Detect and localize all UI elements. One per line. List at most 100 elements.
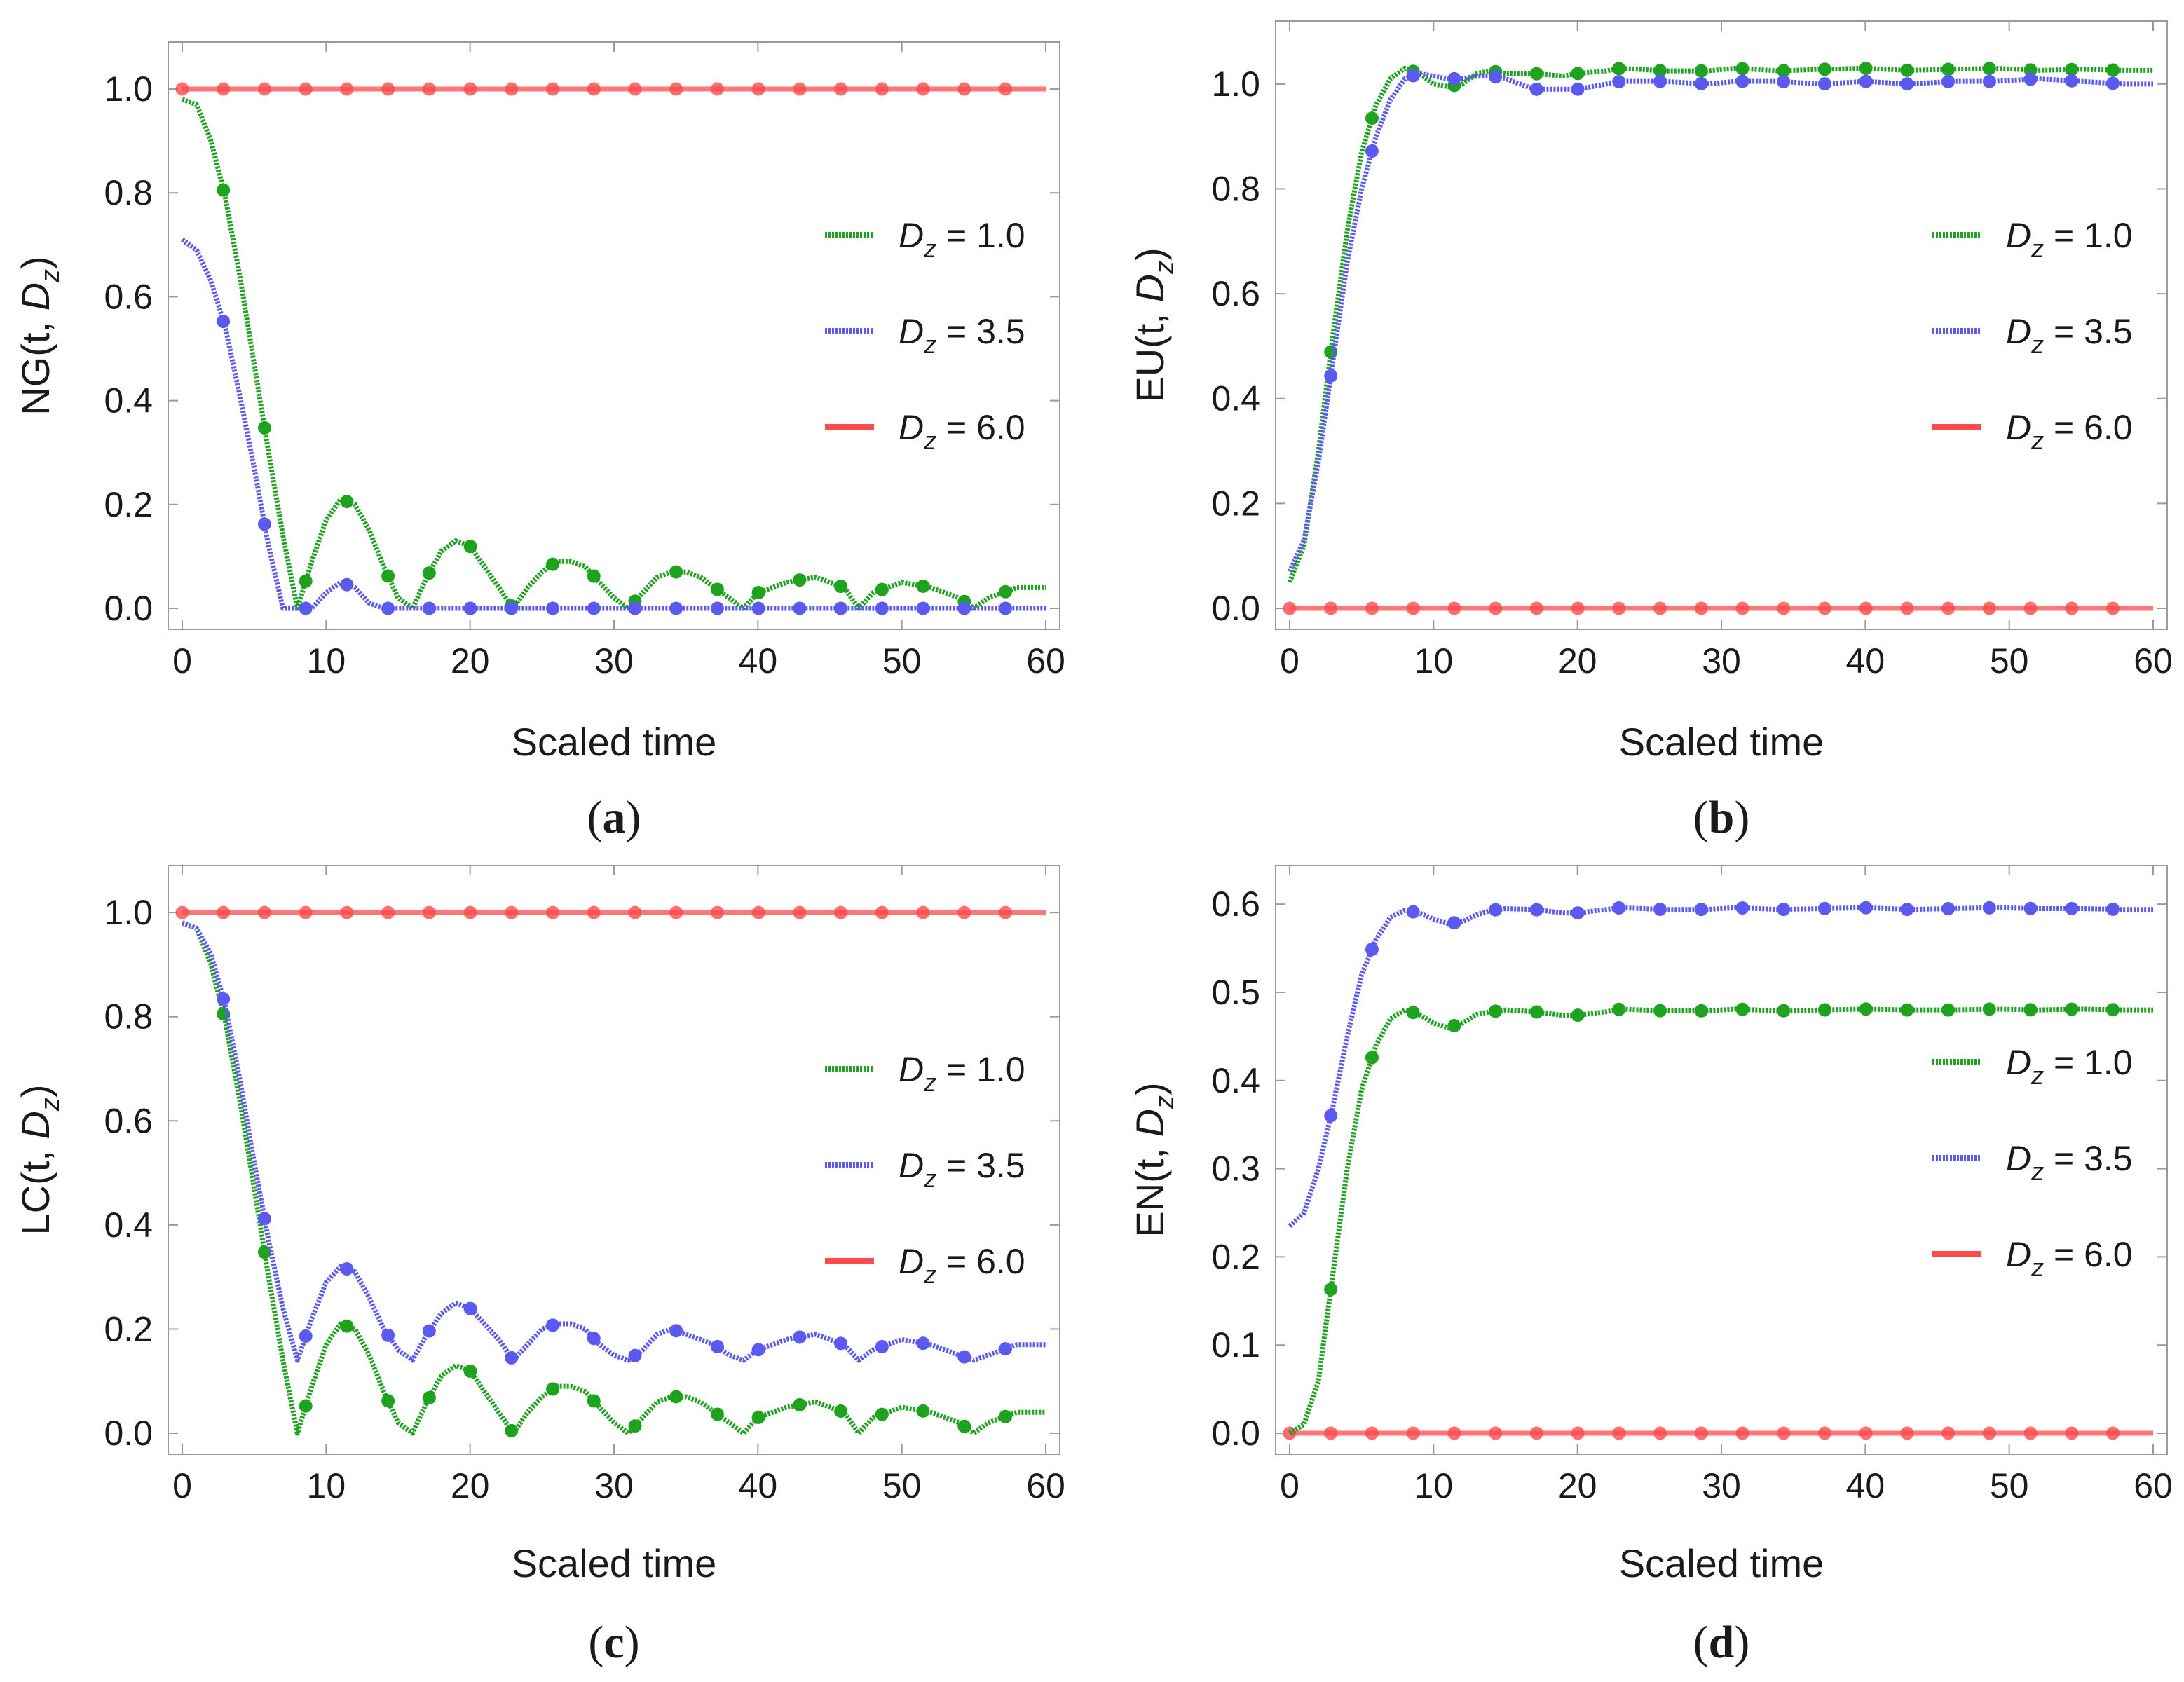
y-tick-label: 0.2 — [1211, 484, 1260, 523]
y-tick-label: 0.6 — [104, 277, 153, 316]
data-point — [422, 566, 436, 580]
data-point — [751, 1410, 765, 1424]
data-point — [463, 82, 477, 96]
data-point — [2023, 72, 2038, 86]
data-point — [1817, 601, 1831, 615]
data-point — [1900, 601, 1914, 615]
data-point — [1694, 76, 1708, 90]
series-line-1 — [1287, 65, 2153, 583]
data-point — [916, 905, 930, 919]
data-point — [505, 1351, 519, 1365]
data-point — [1489, 70, 1503, 84]
data-point — [1653, 1426, 1667, 1440]
data-point — [422, 82, 436, 96]
data-point — [957, 905, 971, 919]
data-point — [999, 584, 1013, 599]
data-point — [999, 905, 1013, 919]
y-tick-label: 0.4 — [104, 1205, 153, 1245]
data-point — [1982, 601, 1996, 615]
data-point — [257, 1212, 271, 1226]
data-point — [1653, 902, 1667, 916]
data-point — [1489, 1004, 1503, 1018]
data-point — [751, 82, 765, 96]
data-point — [669, 905, 683, 919]
legend-label: Dz = 6.0 — [899, 408, 1025, 455]
y-tick-label: 0.2 — [1211, 1237, 1260, 1276]
y-tick-label: 0.4 — [104, 381, 153, 420]
x-tick-label: 60 — [1026, 641, 1065, 681]
data-point — [1406, 1006, 1420, 1020]
data-point — [1694, 903, 1708, 917]
data-point — [1941, 74, 1956, 88]
data-point — [1571, 1426, 1585, 1440]
data-point — [587, 601, 601, 615]
chart-panel-1: 0 10 20 30 40 50 60 0.0 0.2 0.4 0.6 0.8 1.0 Scaled ti… — [13, 41, 1065, 843]
data-point — [710, 582, 724, 596]
data-point — [1777, 64, 1791, 78]
series-line-2 — [180, 238, 1046, 611]
data-point — [669, 82, 683, 96]
data-point — [463, 905, 477, 919]
data-point — [875, 1407, 889, 1421]
data-point — [299, 905, 313, 919]
data-point — [505, 82, 519, 96]
y-tick-label: 1.0 — [1211, 64, 1260, 104]
y-tick-label: 0.8 — [104, 997, 153, 1037]
data-point — [463, 540, 477, 554]
data-point — [1859, 601, 1873, 615]
data-point — [1982, 62, 1996, 76]
x-tick-label: 20 — [451, 641, 490, 681]
data-point — [1653, 601, 1667, 615]
data-point — [1941, 62, 1956, 76]
data-point — [834, 580, 848, 594]
data-point — [1489, 903, 1503, 917]
data-point — [710, 1339, 724, 1353]
data-point — [340, 495, 354, 509]
plot-frame — [168, 865, 1060, 1455]
data-point — [957, 1419, 971, 1433]
data-point — [1612, 62, 1626, 76]
legend-label: Dz = 1.0 — [2006, 1043, 2133, 1090]
legend-label: Dz = 6.0 — [2006, 408, 2133, 455]
data-point — [2106, 902, 2120, 916]
data-point — [1777, 903, 1791, 917]
data-point — [1324, 1283, 1338, 1297]
data-point — [1777, 1004, 1791, 1018]
data-point — [628, 905, 642, 919]
data-point — [299, 601, 313, 615]
data-point — [587, 1332, 601, 1346]
y-tick-label: 0.4 — [1211, 379, 1260, 418]
legend-label: Dz = 1.0 — [899, 216, 1025, 263]
data-point — [957, 82, 971, 96]
x-tick-label: 40 — [739, 641, 778, 681]
data-point — [1817, 1426, 1831, 1440]
data-point — [299, 574, 313, 588]
data-point — [669, 601, 683, 615]
data-point — [463, 1301, 477, 1315]
data-point — [957, 601, 971, 615]
data-point — [463, 1364, 477, 1378]
data-point — [1694, 1426, 1708, 1440]
data-point — [422, 1324, 436, 1338]
y-tick-label: 0.1 — [1211, 1325, 1260, 1365]
data-point — [875, 82, 889, 96]
panel-label: (b) — [1693, 792, 1750, 843]
data-point — [875, 905, 889, 919]
data-point — [1735, 74, 1749, 88]
x-tick-label: 20 — [1558, 1466, 1597, 1505]
data-point — [381, 1328, 395, 1342]
legend-label: Dz = 1.0 — [899, 1050, 1025, 1097]
data-point — [1817, 62, 1831, 76]
data-point — [1859, 1426, 1873, 1440]
data-point — [999, 82, 1013, 96]
data-point — [1900, 1003, 1914, 1017]
data-point — [1324, 1426, 1338, 1440]
data-point — [1941, 1003, 1956, 1017]
data-point — [834, 1336, 848, 1351]
data-point — [381, 1394, 395, 1408]
x-tick-label: 0 — [172, 641, 192, 681]
data-point — [505, 1423, 519, 1437]
data-point — [1365, 1051, 1379, 1065]
data-point — [875, 1340, 889, 1354]
data-point — [1982, 901, 1996, 915]
